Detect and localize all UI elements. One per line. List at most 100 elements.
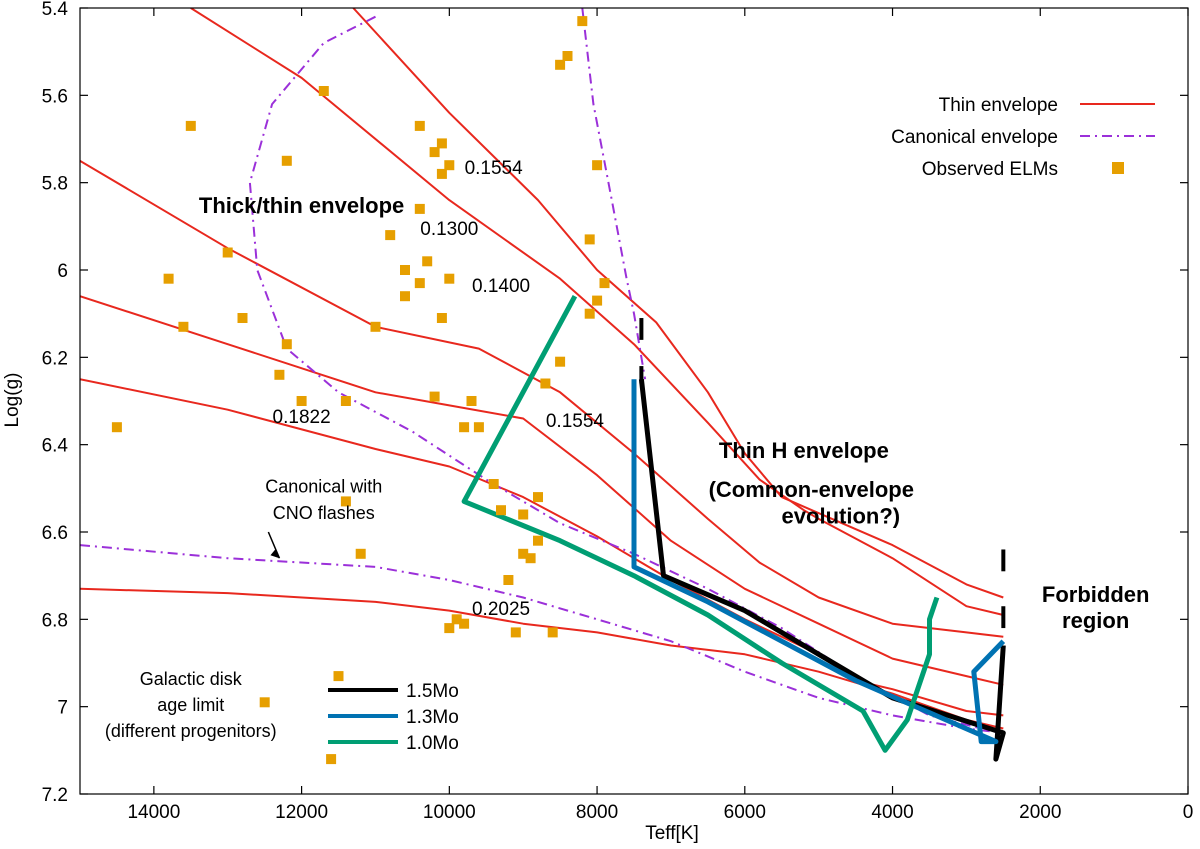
plot-frame xyxy=(79,7,1189,795)
annotation-note: Galactic disk xyxy=(140,669,243,689)
observed-elm-point xyxy=(414,120,425,131)
region-label: Thin H envelope xyxy=(719,438,889,463)
curve-mass-label: 0.1554 xyxy=(465,158,524,179)
observed-elm-point xyxy=(510,627,521,638)
observed-elm-point xyxy=(185,120,196,131)
observed-elm-point xyxy=(503,575,514,585)
curve-layer xyxy=(80,8,1004,734)
x-tick-label: 4000 xyxy=(871,802,913,823)
observed-elm-point xyxy=(473,422,484,433)
curve-mass-label: 0.2025 xyxy=(472,599,530,620)
observed-elm-point xyxy=(326,754,337,765)
annotation-note: (different progenitors) xyxy=(105,721,277,741)
legend-mass-label: 1.0Mo xyxy=(406,733,459,754)
x-axis-label: Teff[K] xyxy=(645,823,699,844)
observed-elm-point xyxy=(422,256,433,267)
y-tick-label: 5.6 xyxy=(42,86,68,107)
observed-elm-point xyxy=(540,378,551,389)
observed-elm-point xyxy=(274,369,285,380)
y-tick-label: 6.2 xyxy=(42,348,68,369)
annotation-arrow xyxy=(267,531,281,559)
observed-elm-point xyxy=(488,479,499,489)
canonical-envelope-curve xyxy=(80,544,1004,734)
observed-elm-point xyxy=(400,265,410,275)
annotation-layer: 0.1554 0.1300 0.1400 0.1554 0.1822 0.2025 Thic… xyxy=(105,158,1150,741)
observed-elm-point xyxy=(281,155,292,166)
observed-elm-point xyxy=(577,16,588,27)
y-tick-label: 6.4 xyxy=(42,436,69,457)
observed-elm-point xyxy=(444,160,455,171)
age-limit-track-m15 xyxy=(638,378,1006,762)
boundary-marks xyxy=(639,318,1006,629)
observed-elm-point xyxy=(451,614,462,625)
legend-layer: Thin envelope Canonical envelope Observed … xyxy=(328,95,1155,754)
observed-elm-point xyxy=(444,273,455,284)
observed-elm-point xyxy=(599,278,610,289)
observed-elm-point xyxy=(584,234,595,245)
observed-elm-point xyxy=(584,308,595,319)
observed-elm-point xyxy=(555,356,566,367)
x-tick-label: 0 xyxy=(1183,802,1194,823)
y-tick-label: 5.4 xyxy=(42,0,69,20)
observed-elm-point xyxy=(400,291,410,302)
observed-elm-point xyxy=(414,203,425,214)
mass-track-layer xyxy=(461,295,1006,762)
observed-elm-point xyxy=(178,321,189,332)
observed-elm-point xyxy=(466,396,477,406)
observed-elm-point xyxy=(318,86,329,96)
legend-label: Canonical envelope xyxy=(891,127,1058,148)
observed-elm-point xyxy=(333,671,344,682)
thin-envelope-curve xyxy=(80,587,1004,730)
curve-mass-label: 0.1300 xyxy=(420,219,478,240)
observed-elm-point xyxy=(592,160,603,171)
observed-elm-point xyxy=(459,618,470,629)
thin-envelope-curve xyxy=(80,159,1004,638)
annotation-note: CNO flashes xyxy=(273,503,375,523)
observed-elm-point xyxy=(518,548,529,559)
axes-layer: 14000 12000 10000 8000 6000 4000 2000 0 5.4 5.6 5.… xyxy=(42,0,1194,823)
region-label: Thick/thin envelope xyxy=(199,193,404,218)
thin-envelope-curve xyxy=(352,8,1004,599)
observed-elm-point xyxy=(414,278,425,289)
observed-elm-point xyxy=(111,422,122,433)
region-label: evolution?) xyxy=(782,503,901,528)
observed-elm-point xyxy=(592,295,603,306)
observed-elm-point xyxy=(222,247,233,258)
observed-elm-point xyxy=(429,391,440,402)
canonical-envelope-curve xyxy=(581,8,647,380)
legend-mass-label: 1.3Mo xyxy=(406,707,459,728)
observed-elm-point xyxy=(562,51,573,61)
observed-elm-point xyxy=(163,273,174,284)
x-tick-label: 10000 xyxy=(423,802,476,823)
y-tick-label: 7 xyxy=(57,698,68,719)
annotation-note: Canonical with xyxy=(265,477,382,497)
observed-elm-point xyxy=(281,339,292,350)
age-limit-track-m10 xyxy=(461,295,940,753)
observed-elm-point xyxy=(355,548,366,559)
observed-elm-point xyxy=(459,422,470,433)
legend-label: Observed ELMs xyxy=(922,159,1058,180)
observed-elm-point xyxy=(518,509,529,520)
curve-mass-label: 0.1400 xyxy=(472,276,530,297)
observed-elm-point xyxy=(436,168,447,179)
curve-mass-label: 0.1554 xyxy=(546,411,605,432)
observed-elm-point xyxy=(436,138,447,149)
y-tick-label: 6 xyxy=(57,261,68,282)
thin-envelope-curve xyxy=(190,8,1004,616)
age-limit-track-m13 xyxy=(631,379,1006,745)
legend-label: Thin envelope xyxy=(939,95,1058,116)
region-label: Forbidden xyxy=(1042,582,1150,607)
observed-elm-point xyxy=(429,147,440,158)
y-tick-label: 6.8 xyxy=(42,610,68,631)
observed-elm-point xyxy=(340,496,351,507)
curve-mass-label: 0.1822 xyxy=(273,407,331,428)
observed-points-layer xyxy=(111,16,610,765)
observed-elm-point xyxy=(385,230,396,241)
observed-elm-point xyxy=(555,59,566,70)
annotation-note: age limit xyxy=(157,695,224,715)
x-tick-label: 6000 xyxy=(724,802,766,823)
y-tick-label: 5.8 xyxy=(42,174,68,195)
y-tick-label: 7.2 xyxy=(42,785,68,806)
observed-elm-point xyxy=(444,623,455,634)
